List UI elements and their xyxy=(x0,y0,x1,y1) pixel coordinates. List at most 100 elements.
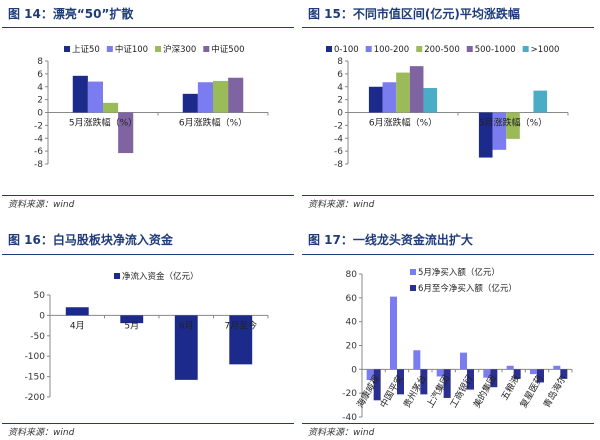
bar xyxy=(213,80,229,113)
y-tick-label: 6 xyxy=(37,70,43,80)
x-tick-label: 5月 xyxy=(124,320,139,331)
legend-swatch xyxy=(410,285,416,291)
legend-swatch xyxy=(365,46,372,52)
bar xyxy=(65,307,89,316)
figure-title: 图 16：白马股板块净流入资金 xyxy=(8,233,173,247)
legend-swatch xyxy=(410,269,416,275)
y-tick-label: 0 xyxy=(337,109,343,119)
y-tick-label: 4 xyxy=(337,83,343,93)
y-tick-label: -6 xyxy=(34,147,43,157)
figure-title: 图 15：不同市值区间(亿元)平均涨跌幅 xyxy=(308,7,520,21)
legend-swatch xyxy=(106,46,113,52)
y-tick-label: -20 xyxy=(342,389,357,399)
legend-label: >1000 xyxy=(531,45,560,55)
source-note: 资料来源：wind xyxy=(308,428,375,438)
legend-label: 5月净买入额（亿元） xyxy=(418,267,500,278)
divider xyxy=(2,27,294,28)
legend-label: 200-500 xyxy=(424,45,460,55)
legend-swatch xyxy=(155,46,162,52)
y-tick-label: -40 xyxy=(342,413,357,422)
bar xyxy=(413,350,421,370)
bar xyxy=(174,315,198,380)
bar xyxy=(228,77,244,113)
divider xyxy=(302,423,594,424)
x-tick-label: 5月涨跌幅（%） xyxy=(69,117,137,129)
legend-label: 100-200 xyxy=(374,45,410,55)
x-tick-label: 7月至今 xyxy=(224,319,257,331)
legend-swatch xyxy=(416,46,423,52)
bar xyxy=(390,296,397,370)
legend-swatch xyxy=(466,46,473,52)
bar xyxy=(506,365,514,370)
bar xyxy=(397,369,404,395)
divider xyxy=(2,423,294,424)
x-tick-label: 6月 xyxy=(179,320,194,331)
bar xyxy=(460,352,467,370)
legend-swatch xyxy=(522,46,529,52)
bar xyxy=(483,369,491,378)
y-tick-label: -50 xyxy=(30,332,45,342)
x-tick-label: 6月涨跌幅（%） xyxy=(369,117,437,129)
y-tick-label: 0 xyxy=(351,365,357,375)
legend-label: 500-1000 xyxy=(475,45,516,55)
bar xyxy=(87,81,103,113)
bar xyxy=(420,369,428,395)
y-tick-label: -2 xyxy=(334,121,343,131)
bar xyxy=(492,112,507,150)
legend-swatch xyxy=(203,46,210,52)
y-tick-label: -4 xyxy=(34,134,43,144)
bar xyxy=(423,88,438,113)
divider xyxy=(302,254,594,255)
source-note: 资料来源：wind xyxy=(308,200,375,210)
bar xyxy=(513,369,521,379)
y-tick-label: -4 xyxy=(334,134,343,144)
bar xyxy=(368,86,383,113)
y-tick-label: 60 xyxy=(346,294,358,304)
y-tick-label: 2 xyxy=(37,96,43,106)
divider xyxy=(302,27,594,28)
bar xyxy=(467,369,474,390)
y-tick-label: 8 xyxy=(37,57,43,67)
bar xyxy=(396,72,410,113)
bar xyxy=(443,369,451,398)
legend-swatch xyxy=(114,273,120,279)
y-tick-label: -2 xyxy=(34,121,43,131)
x-tick-label: 5月涨跌幅（%） xyxy=(479,117,547,129)
y-tick-label: 0 xyxy=(37,109,43,119)
y-tick-label: 50 xyxy=(34,291,46,301)
legend-label: 中证100 xyxy=(115,44,148,55)
figure-title: 图 14：漂亮“50”扩散 xyxy=(8,7,134,21)
bar xyxy=(436,369,444,377)
bar xyxy=(560,369,568,379)
bar xyxy=(229,315,253,365)
bar xyxy=(373,369,381,401)
y-tick-label: -150 xyxy=(25,373,46,383)
bar xyxy=(72,75,88,113)
bar xyxy=(490,369,498,388)
y-tick-label: 6 xyxy=(337,70,343,80)
bar xyxy=(197,82,213,113)
y-tick-label: -6 xyxy=(334,147,343,157)
legend-label: 中证500 xyxy=(211,44,244,55)
y-tick-label: 2 xyxy=(337,96,343,106)
legend-label: 上证50 xyxy=(72,45,100,55)
x-tick-label: 6月涨跌幅（%） xyxy=(179,117,247,129)
bar xyxy=(553,365,561,370)
bar xyxy=(537,369,544,383)
figure-title: 图 17：一线龙头资金流出扩大 xyxy=(308,233,473,247)
chart-15: 8 6 4 2 0 -2 -4 -6 -8 6月涨跌幅（%） 5月涨跌幅（%） 0-100 100-20… xyxy=(326,45,569,170)
bar xyxy=(409,66,424,113)
bar xyxy=(103,102,119,113)
legend-swatch xyxy=(64,46,70,52)
bar xyxy=(506,112,520,139)
chart-14: 8 6 4 2 0 -2 -4 -6 -8 5月涨跌幅（%） 6月涨跌幅（%） 上证50 中证100 沪深… xyxy=(34,44,269,170)
divider xyxy=(2,195,294,196)
y-tick-label: -100 xyxy=(25,352,46,362)
source-note: 资料来源：wind xyxy=(8,428,75,438)
y-tick-label: 4 xyxy=(37,83,43,93)
legend-label: 沪深300 xyxy=(163,44,196,55)
y-tick-label: 20 xyxy=(346,342,358,352)
bar xyxy=(366,369,374,381)
y-tick-label: 40 xyxy=(346,318,358,328)
chart-16: 50 0 -50 -100 -150 -200 4月 5月 6月 7月至今 净流入资金（亿元） xyxy=(25,271,269,403)
